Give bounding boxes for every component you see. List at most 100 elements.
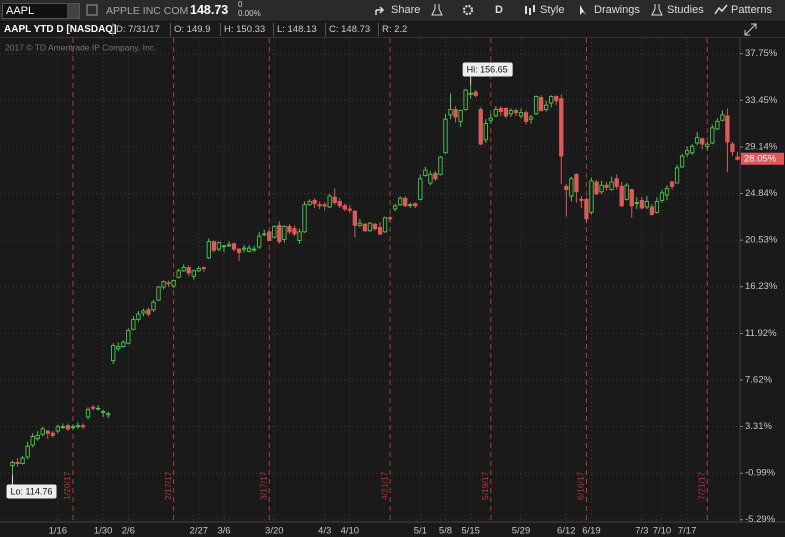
candle-body [252, 248, 257, 251]
y-tick-label: 29.14% [745, 141, 778, 152]
symbol-box[interactable]: AAPL [2, 3, 80, 19]
candle-body [574, 173, 579, 193]
annotation: Hi: 156.65 [462, 62, 513, 85]
x-tick-label: 1/30 [94, 526, 113, 537]
studies-button[interactable]: Studies [667, 4, 704, 16]
symbol: AAPL [6, 5, 35, 17]
candle-body [594, 181, 599, 195]
candle-body [302, 204, 307, 233]
flask-icon[interactable] [431, 3, 443, 17]
field-high: H: 150.33 [220, 23, 265, 36]
candle-body [186, 267, 191, 274]
y-tick-label: 37.75% [745, 48, 778, 59]
candle-body [523, 112, 529, 122]
candle-body [80, 425, 86, 428]
candle-body [664, 188, 670, 196]
candle-body [654, 201, 660, 213]
candle-body [121, 341, 126, 348]
change-pct: 0.00% [238, 9, 261, 18]
annotation-box [462, 62, 513, 77]
candle-body [317, 204, 322, 207]
company: APPLE INC COM [106, 5, 189, 17]
candle-body [126, 329, 131, 344]
candle-body [382, 217, 388, 233]
candle-body [287, 225, 292, 233]
candle-body [669, 181, 675, 187]
drawings-icon [580, 5, 586, 15]
candle-body [609, 181, 614, 191]
candle-body [70, 426, 76, 428]
period-button[interactable]: D [495, 4, 503, 16]
annotation-text: Lo: 114.76 [11, 486, 53, 496]
candle-body [45, 430, 50, 434]
candle-body [569, 178, 574, 197]
y-tick-label: 16.23% [745, 281, 778, 292]
x-tick-label: 7/17 [678, 526, 697, 537]
candle-body [297, 231, 302, 241]
candle-body [106, 413, 111, 416]
candle-body [458, 110, 463, 122]
x-tick-label: 5/1 [414, 526, 427, 537]
candle-body [267, 231, 272, 241]
studies-icon [651, 4, 663, 16]
candle-body [116, 346, 121, 350]
candle-body [478, 109, 483, 145]
candle-body [639, 199, 644, 209]
gear-icon[interactable] [461, 3, 475, 17]
x-tick-label: 3/6 [217, 526, 230, 537]
x-tick-label: 6/19 [582, 526, 601, 537]
patterns-button[interactable]: Patterns [731, 4, 772, 16]
candle-body [272, 225, 277, 238]
share-button[interactable]: Share [391, 4, 421, 16]
field-range: R: 2.2 [378, 23, 407, 36]
candle-body [15, 461, 20, 464]
toolbar: AAPL APPLE INC COM 148.73 0 0.00% Share … [0, 0, 785, 22]
candle-body [60, 426, 66, 428]
last-price-box [741, 152, 784, 165]
x-tick-label: 4/10 [341, 526, 360, 537]
candle-body [624, 184, 629, 200]
field-low: L: 148.13 [273, 23, 317, 36]
candle-body [720, 114, 725, 121]
drawings-button[interactable]: Drawings [594, 4, 640, 16]
style-icon [525, 5, 535, 15]
candle-body [518, 112, 524, 117]
field-open: O: 149.9 [170, 23, 210, 36]
candle-body [241, 247, 247, 250]
candle-body [710, 127, 715, 144]
candle-body [372, 223, 378, 230]
candle-body [579, 198, 584, 201]
candle-body [171, 280, 176, 287]
last-price: 148.73 [190, 3, 229, 17]
candle-body [488, 117, 493, 121]
candle-body [181, 267, 186, 272]
candle-body [408, 204, 413, 206]
candle-body [25, 445, 30, 458]
candle-body [100, 411, 106, 414]
candle-body [367, 222, 373, 232]
share-icon [375, 6, 385, 15]
candle-body [211, 241, 217, 251]
chart-title: AAPL YTD D [NASDAQ] [4, 24, 117, 35]
annotation-box [6, 484, 57, 499]
candle-body [538, 97, 544, 111]
candle-body [644, 201, 650, 208]
candle-body [141, 310, 146, 314]
candle-body [65, 425, 71, 430]
candle-body [468, 92, 473, 95]
style-button[interactable]: Style [540, 4, 565, 16]
zoom-icon[interactable] [744, 23, 758, 36]
candle-body [679, 155, 685, 168]
candle-body [493, 109, 498, 117]
candle-body [312, 199, 317, 205]
y-tick-label: 3.31% [745, 421, 772, 432]
link-icon[interactable] [86, 4, 98, 16]
expiration-label: 3/17/17 [259, 471, 269, 500]
candle-body [131, 319, 136, 330]
candle-body [20, 457, 25, 464]
expiration-label: 5/19/17 [480, 471, 490, 500]
candle-body [629, 189, 634, 207]
dropdown[interactable] [67, 4, 79, 18]
candle-body [715, 120, 720, 130]
candle-body [428, 173, 433, 184]
